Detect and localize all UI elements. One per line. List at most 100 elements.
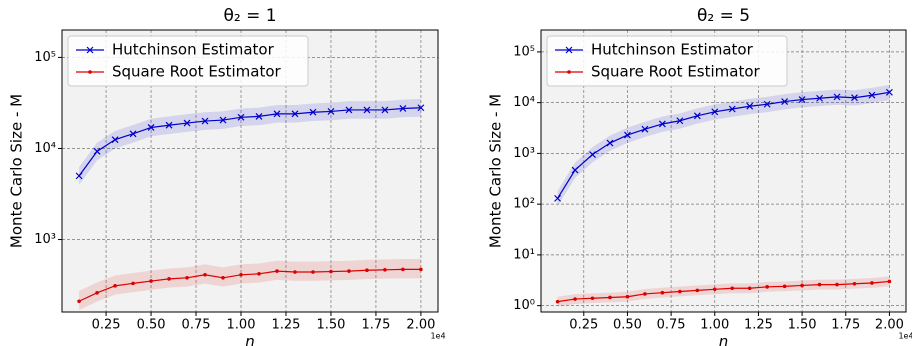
x-tick-label: 1.00 xyxy=(700,318,729,333)
marker xyxy=(149,279,153,283)
marker xyxy=(870,281,874,285)
marker xyxy=(835,282,839,287)
series-line xyxy=(78,268,421,302)
marker xyxy=(695,288,700,293)
marker xyxy=(311,270,315,274)
marker xyxy=(329,269,333,274)
marker xyxy=(93,147,101,155)
marker xyxy=(554,194,562,202)
marker xyxy=(401,267,405,272)
x-offset-label: 1e4 xyxy=(430,332,445,341)
marker xyxy=(419,267,423,272)
marker xyxy=(798,96,806,103)
marker xyxy=(817,282,822,287)
x-axis-label: n xyxy=(245,333,255,346)
marker xyxy=(606,139,614,147)
y-tick-label: 10⁵ xyxy=(34,50,56,65)
legend-label: Hutchinson Estimator xyxy=(112,41,275,59)
marker xyxy=(590,296,595,301)
marker xyxy=(711,108,719,116)
marker xyxy=(887,279,892,284)
marker xyxy=(730,286,735,291)
marker xyxy=(693,112,701,120)
marker xyxy=(257,272,261,276)
x-tick-label: 1.75 xyxy=(361,318,390,333)
legend-label: Hutchinson Estimator xyxy=(591,41,754,59)
chart-panel: 10⁰ 10¹ 10² 10³ 10⁴ 10⁵ 0.25 0.50 0.75 1.00 1.25 1.… xyxy=(487,6,912,346)
marker xyxy=(131,281,135,286)
y-tick-label: 10⁰ xyxy=(513,298,535,313)
marker xyxy=(885,88,893,96)
marker xyxy=(221,275,225,280)
marker xyxy=(381,106,389,114)
plot-frame xyxy=(61,29,439,313)
marker xyxy=(868,91,876,99)
marker xyxy=(643,292,647,296)
x-tick-label: 2.00 xyxy=(406,318,435,333)
marker xyxy=(624,131,631,139)
marker xyxy=(365,268,369,273)
marker xyxy=(676,117,684,125)
marker xyxy=(641,125,649,133)
marker xyxy=(291,110,299,118)
legend-marker xyxy=(88,70,92,74)
marker xyxy=(417,104,425,112)
marker xyxy=(309,108,317,116)
legend-marker xyxy=(565,46,573,54)
marker xyxy=(625,294,630,299)
marker xyxy=(782,284,787,289)
marker xyxy=(185,275,189,280)
marker xyxy=(239,272,243,277)
marker xyxy=(658,120,666,128)
x-tick-label: 0.25 xyxy=(569,318,598,333)
marker xyxy=(77,299,81,304)
y-tick-label: 10² xyxy=(513,197,535,212)
x-axis-label: n xyxy=(719,333,729,346)
marker xyxy=(113,284,117,288)
marker xyxy=(383,268,387,272)
marker xyxy=(255,112,263,120)
chart-title: θ₂ = 5 xyxy=(697,6,750,26)
y-tick-label: 10³ xyxy=(34,232,56,247)
x-tick-label: 1.50 xyxy=(316,318,345,333)
legend-box xyxy=(546,35,788,87)
marker xyxy=(571,166,579,174)
x-tick-label: 1.50 xyxy=(788,318,817,333)
marker xyxy=(833,93,841,101)
marker xyxy=(573,297,577,301)
marker xyxy=(660,290,665,295)
marker xyxy=(275,269,279,273)
marker xyxy=(678,289,682,294)
marker xyxy=(129,130,137,138)
marker xyxy=(781,98,789,105)
y-tick-label: 10⁵ xyxy=(513,44,535,59)
marker xyxy=(237,113,245,121)
y-axis-label: Monte Carlo Size - M xyxy=(487,94,505,248)
marker xyxy=(852,281,857,286)
marker xyxy=(746,102,754,110)
legend-marker xyxy=(567,70,571,74)
marker xyxy=(95,291,99,295)
x-offset-label: 1e4 xyxy=(898,332,912,341)
marker xyxy=(167,277,171,281)
marker xyxy=(747,286,752,291)
marker xyxy=(345,106,353,114)
marker xyxy=(800,283,804,288)
marker xyxy=(728,105,736,113)
marker xyxy=(75,172,83,180)
marker xyxy=(816,94,823,102)
marker xyxy=(219,116,227,124)
y-tick-label: 10³ xyxy=(513,146,535,161)
marker xyxy=(347,269,351,273)
marker xyxy=(763,100,771,108)
marker xyxy=(608,295,612,300)
legend-label: Square Root Estimator xyxy=(112,63,282,81)
marker xyxy=(363,106,371,114)
y-tick-label: 10¹ xyxy=(513,247,535,262)
series-line xyxy=(557,280,890,303)
x-tick-label: 1.25 xyxy=(744,318,773,333)
x-tick-label: 1.25 xyxy=(272,318,301,333)
marker xyxy=(555,299,560,304)
y-tick-label: 10⁴ xyxy=(513,95,535,110)
